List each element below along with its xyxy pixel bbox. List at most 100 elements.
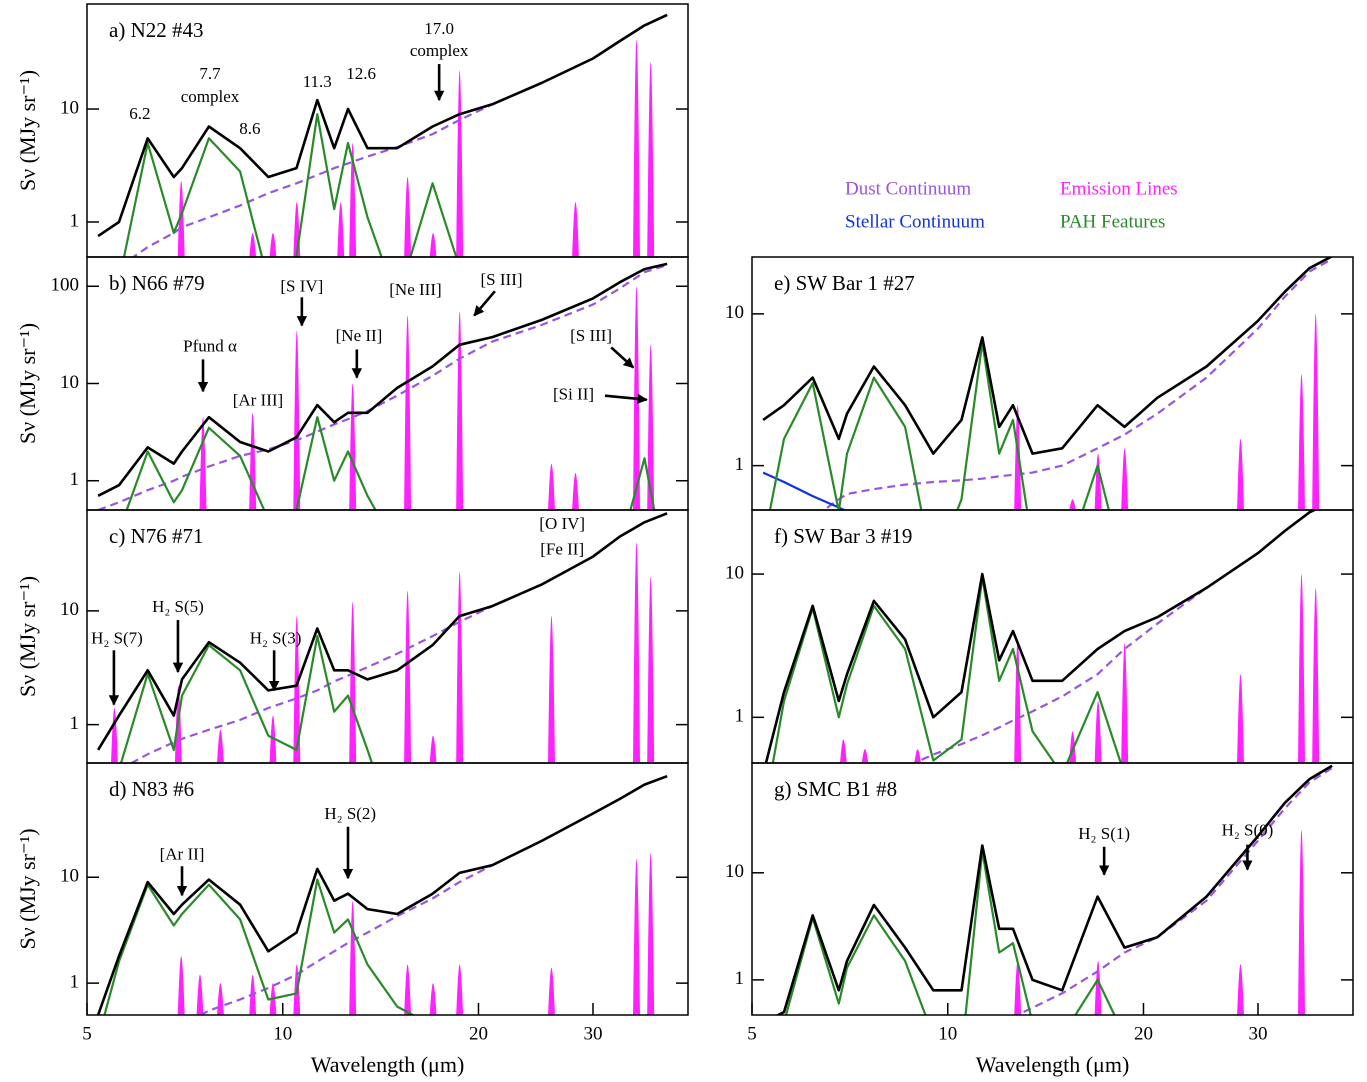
emission-line — [572, 202, 579, 257]
emission-line — [1121, 448, 1129, 510]
emission-line — [548, 463, 555, 510]
emission-line — [548, 967, 555, 1015]
plot-area — [775, 764, 1333, 1015]
y-tick-label: 100 — [51, 275, 80, 296]
y-tick-label: 10 — [725, 861, 744, 882]
y-tick-label: 1 — [735, 454, 745, 475]
emission-line — [1237, 674, 1244, 763]
emission-line — [647, 344, 655, 510]
emission-line — [1014, 405, 1022, 510]
series-line — [764, 510, 1318, 763]
x-axis-title: Wavelength (μm) — [976, 1052, 1130, 1077]
series-line — [198, 775, 668, 1015]
annotation: [Fe II] — [540, 539, 584, 558]
emission-line — [572, 473, 579, 510]
panel-label: g) SMC B1 #8 — [774, 777, 897, 801]
annotation: H₂ S(3) — [250, 628, 302, 647]
annotation: Pfund α — [183, 336, 237, 355]
series-line — [771, 576, 1122, 763]
emission-line — [269, 232, 277, 257]
y-tick-label: 1 — [70, 469, 80, 490]
emission-line — [1237, 438, 1244, 510]
emission-line — [647, 852, 655, 1015]
emission-line — [1094, 453, 1102, 510]
legend-entry: PAH Features — [1060, 211, 1165, 232]
panel-label: f) SW Bar 3 #19 — [774, 524, 912, 548]
annotation: 17.0 — [424, 19, 454, 38]
annotation: complex — [181, 87, 240, 106]
annotation: [Ne II] — [336, 326, 383, 345]
emission-line — [647, 576, 655, 763]
plot-area — [96, 774, 668, 1015]
x-tick-label: 10 — [938, 1023, 957, 1044]
annotation: [Ar II] — [160, 845, 205, 864]
y-axis-title: Sν (MJy sr⁻¹) — [15, 70, 40, 191]
emission-line — [249, 412, 257, 510]
emission-line — [177, 956, 185, 1015]
panel-label: d) N83 #6 — [109, 777, 194, 801]
annotation-arrow — [604, 393, 648, 405]
panel-label: c) N76 #71 — [109, 524, 203, 548]
emission-line — [349, 383, 357, 510]
x-tick-label: 5 — [747, 1023, 757, 1044]
annotation: 7.7 — [199, 64, 221, 83]
panel: 1 10 a) N22 #43 Sν (MJy sr⁻¹) 6.2 7.7 complex 8… — [15, 3, 689, 258]
plot-area — [764, 510, 1320, 763]
y-tick-label: 10 — [725, 562, 744, 583]
emission-line — [1298, 374, 1305, 510]
series-line — [129, 512, 668, 763]
series-line — [96, 512, 668, 751]
annotation: [S III] — [481, 270, 523, 289]
emission-line — [1094, 961, 1102, 1015]
series-line — [762, 471, 847, 510]
emission-line — [293, 330, 301, 510]
y-tick-label: 10 — [725, 302, 744, 323]
panel-label: a) N22 #43 — [109, 18, 203, 42]
panel-label: b) N66 #79 — [109, 271, 205, 295]
emission-line — [349, 601, 357, 763]
annotation: [Si II] — [553, 385, 594, 404]
emission-line — [429, 983, 437, 1015]
annotation-arrow — [473, 290, 496, 317]
plot-area — [762, 257, 1333, 510]
emission-line — [861, 749, 869, 763]
emission-line — [456, 311, 464, 510]
x-tick-label: 5 — [82, 1023, 92, 1044]
annotation: [S IV] — [280, 276, 323, 295]
emission-line — [337, 202, 345, 257]
series-line — [784, 849, 1116, 1015]
annotation: H₂ S(2) — [324, 804, 376, 823]
plot-area — [97, 262, 668, 510]
panel: 1 10 100 b) N66 #79 Sν (MJy sr⁻¹) Pfund α [S I… — [15, 256, 689, 511]
annotation: H₂ S(5) — [152, 597, 204, 616]
x-tick-label: 10 — [273, 1023, 292, 1044]
annotation-arrow — [610, 346, 635, 369]
emission-line — [1014, 961, 1022, 1015]
emission-line — [1312, 313, 1320, 510]
emission-line — [1069, 499, 1076, 510]
series-line — [97, 262, 668, 497]
panel-label: e) SW Bar 1 #27 — [774, 271, 915, 295]
series-line — [131, 13, 668, 257]
panel: 1 10 e) SW Bar 1 #27 — [725, 256, 1354, 511]
emission-line — [914, 749, 921, 763]
y-tick-label: 1 — [70, 971, 80, 992]
emission-line — [633, 39, 640, 257]
y-axis-title: Sν (MJy sr⁻¹) — [15, 576, 40, 697]
emission-line — [404, 177, 412, 257]
emission-line — [633, 542, 640, 763]
emission-line — [217, 983, 224, 1015]
annotation: H₂ S(1) — [1078, 824, 1130, 843]
y-axis-title: Sν (MJy sr⁻¹) — [15, 323, 40, 444]
x-tick-label: 20 — [1134, 1023, 1153, 1044]
y-tick-label: 1 — [735, 706, 745, 727]
series-line — [97, 13, 668, 238]
emission-line — [633, 858, 640, 1015]
frame — [751, 762, 1354, 1016]
plot-area — [96, 512, 668, 763]
series-line — [911, 510, 1317, 763]
annotation: H₂ S(7) — [91, 628, 143, 647]
annotation: [Ar III] — [233, 391, 284, 410]
frame — [86, 3, 689, 258]
